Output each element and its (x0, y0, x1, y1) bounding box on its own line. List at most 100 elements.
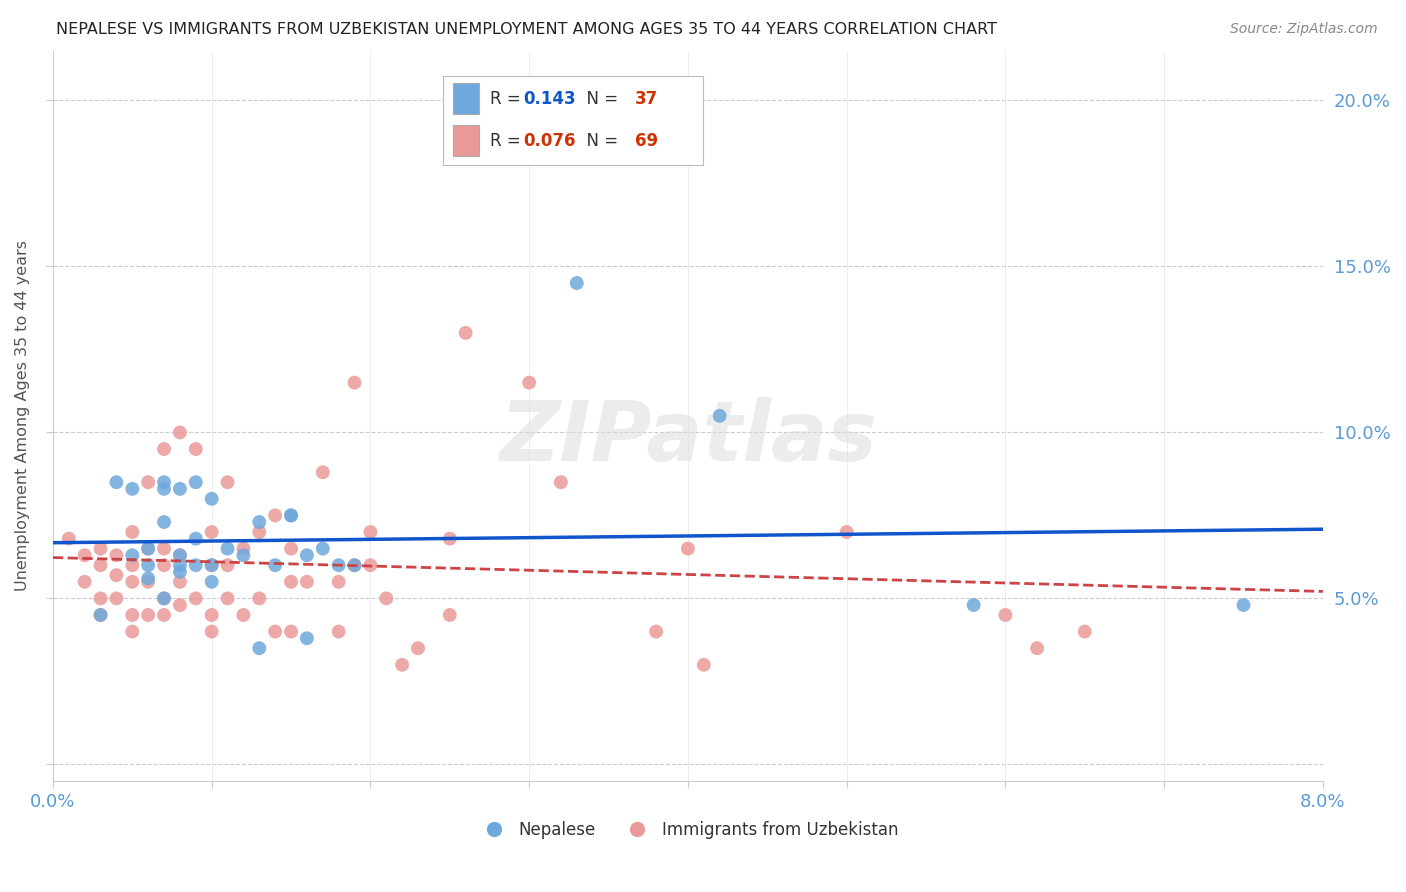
Point (136, 574, 159, 589)
Point (121, 558, 143, 573)
Point (169, 565, 191, 579)
Point (1026, 641, 1049, 656)
Point (153, 541, 176, 556)
Point (153, 591, 176, 606)
Point (280, 541, 302, 556)
Point (312, 541, 335, 556)
Point (312, 465, 335, 479)
Point (280, 508, 302, 523)
Point (1232, 598, 1254, 612)
Point (406, 641, 429, 656)
Point (121, 574, 143, 589)
Point (247, 591, 270, 606)
Point (153, 475, 176, 490)
Point (359, 558, 381, 573)
FancyBboxPatch shape (453, 125, 479, 156)
Point (359, 524, 381, 539)
Point (232, 548, 254, 562)
Point (295, 632, 318, 646)
Point (295, 574, 318, 589)
Text: 0.076: 0.076 (523, 132, 576, 150)
Point (343, 558, 366, 573)
Point (280, 574, 302, 589)
Point (153, 558, 176, 573)
Point (136, 475, 159, 490)
Point (153, 591, 176, 606)
Point (343, 376, 366, 390)
Point (121, 548, 143, 562)
Point (184, 591, 207, 606)
Point (184, 532, 207, 546)
Point (328, 624, 350, 639)
Point (105, 475, 128, 490)
Point (264, 624, 287, 639)
Point (121, 482, 143, 496)
Point (280, 508, 302, 523)
Point (121, 624, 143, 639)
Point (169, 548, 191, 562)
Point (184, 558, 207, 573)
Point (90, 607, 112, 622)
Point (153, 607, 176, 622)
Point (73, 548, 96, 562)
Point (73, 574, 96, 589)
Point (169, 548, 191, 562)
Point (565, 276, 588, 290)
Point (90, 558, 112, 573)
Point (136, 541, 159, 556)
Point (247, 515, 270, 529)
Text: N =: N = (575, 90, 623, 108)
Point (391, 657, 413, 672)
Point (201, 558, 224, 573)
Point (676, 541, 699, 556)
Y-axis label: Unemployment Among Ages 35 to 44 years: Unemployment Among Ages 35 to 44 years (15, 240, 30, 591)
Legend: Nepalese, Immigrants from Uzbekistan: Nepalese, Immigrants from Uzbekistan (470, 814, 905, 846)
Point (169, 574, 191, 589)
Point (328, 558, 350, 573)
Point (247, 641, 270, 656)
Point (136, 541, 159, 556)
Point (328, 574, 350, 589)
Point (58, 532, 80, 546)
Point (90, 607, 112, 622)
Point (994, 607, 1017, 622)
Point (153, 442, 176, 456)
Point (232, 607, 254, 622)
Point (217, 591, 239, 606)
Point (153, 515, 176, 529)
Point (709, 409, 731, 423)
Point (217, 558, 239, 573)
Point (169, 425, 191, 440)
Point (454, 326, 477, 340)
Point (645, 624, 668, 639)
Point (264, 558, 287, 573)
Text: R =: R = (489, 132, 526, 150)
Point (247, 524, 270, 539)
Point (169, 598, 191, 612)
Point (517, 376, 540, 390)
Point (136, 558, 159, 573)
Point (90, 541, 112, 556)
Point (153, 482, 176, 496)
Text: 0.143: 0.143 (523, 90, 576, 108)
Point (90, 591, 112, 606)
Point (264, 508, 287, 523)
Point (201, 574, 224, 589)
Point (105, 591, 128, 606)
Text: R =: R = (489, 90, 526, 108)
Point (439, 532, 461, 546)
Point (835, 524, 858, 539)
Point (105, 568, 128, 582)
Point (201, 607, 224, 622)
Text: 69: 69 (636, 132, 658, 150)
Point (201, 558, 224, 573)
Text: ZIPatlas: ZIPatlas (499, 397, 877, 478)
Text: 37: 37 (636, 90, 658, 108)
Point (375, 591, 398, 606)
Point (217, 541, 239, 556)
Text: Source: ZipAtlas.com: Source: ZipAtlas.com (1230, 22, 1378, 37)
Text: NEPALESE VS IMMIGRANTS FROM UZBEKISTAN UNEMPLOYMENT AMONG AGES 35 TO 44 YEARS CO: NEPALESE VS IMMIGRANTS FROM UZBEKISTAN U… (56, 22, 997, 37)
Point (295, 548, 318, 562)
Point (693, 657, 716, 672)
Point (280, 624, 302, 639)
